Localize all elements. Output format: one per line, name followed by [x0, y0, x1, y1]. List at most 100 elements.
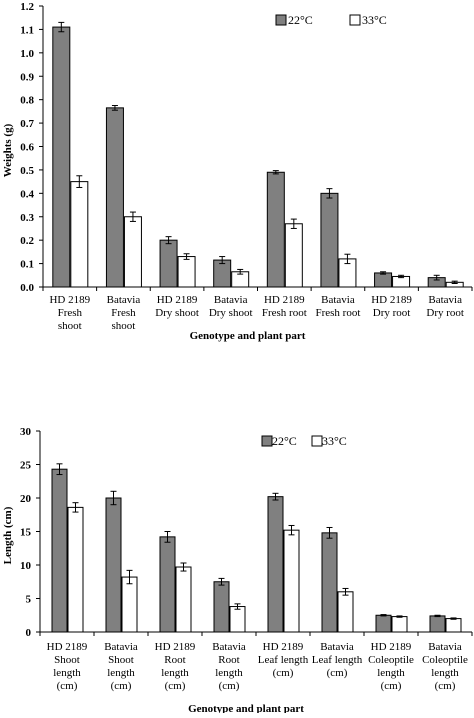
bar	[105, 497, 122, 633]
bar	[375, 614, 392, 633]
legend-label-22: 22°C	[272, 434, 297, 448]
x-category-label: Dry root	[426, 307, 464, 319]
legend-label-22: 22°C	[288, 13, 313, 27]
y-tick-label: 0.3	[20, 212, 34, 224]
x-category-label: HD 2189	[49, 294, 90, 306]
bar	[159, 239, 178, 288]
x-category-label: Batavia	[428, 641, 462, 653]
legend-label-33: 33°C	[362, 13, 387, 27]
x-category-label: (cm)	[327, 667, 348, 679]
legend-label-33: 33°C	[322, 434, 347, 448]
y-tick-label: 10	[20, 560, 32, 572]
bar	[229, 606, 246, 633]
x-category-label: Dry shoot	[209, 307, 253, 319]
x-category-label: Batavia	[212, 641, 246, 653]
y-tick-label: 0.9	[20, 71, 34, 83]
bar	[445, 618, 462, 633]
y-tick-label: 1.1	[20, 24, 34, 36]
x-category-label: (cm)	[435, 680, 456, 692]
x-category-label: HD 2189	[155, 641, 196, 653]
x-category-label: Fresh root	[315, 307, 360, 319]
y-tick-label: 0	[26, 627, 32, 639]
weights-chart: 0.0 0.1 0.2 0.3 0.4 0.5 0.6 0.7 0.8 0.9 1.0 1.1 1.2 H…	[2, 1, 473, 342]
x-category-label: Coleoptile	[368, 654, 414, 666]
x-category-label: Leaf length	[312, 654, 363, 666]
y-tick-label: 0.0	[20, 282, 34, 294]
bar	[320, 192, 339, 288]
bar	[52, 26, 71, 288]
x-category-label: length	[215, 667, 243, 679]
bar	[105, 107, 124, 288]
bar	[213, 259, 232, 288]
x-category-label: HD 2189	[371, 294, 412, 306]
bar	[177, 256, 196, 288]
y-tick-label: 25	[20, 460, 32, 472]
y-tick-label: 0.6	[20, 142, 34, 154]
x-category-label: (cm)	[273, 667, 294, 679]
y-tick-label: 0.7	[20, 118, 34, 130]
bar	[175, 566, 192, 633]
y-tick-label: 20	[20, 493, 32, 505]
bar	[374, 272, 393, 288]
bar	[266, 171, 285, 288]
bar	[51, 468, 68, 633]
y-axis-title: Weights (g)	[2, 123, 14, 177]
bar	[123, 216, 142, 288]
y-tick-label: 30	[20, 426, 32, 438]
legend-swatch-33	[349, 14, 361, 26]
x-category-label: HD 2189	[371, 641, 412, 653]
y-tick-label: 5	[26, 594, 32, 606]
y-tick-label: 1.0	[20, 48, 34, 60]
x-category-label: shoot	[58, 320, 82, 332]
x-category-label: length	[107, 667, 135, 679]
y-tick-label: 0.4	[20, 188, 34, 200]
x-category-label: Batavia	[214, 294, 248, 306]
bar	[283, 529, 300, 633]
x-category-label: (cm)	[57, 680, 78, 692]
x-category-label: Dry root	[373, 307, 411, 319]
x-category-label: (cm)	[165, 680, 186, 692]
x-category-label: HD 2189	[263, 641, 304, 653]
x-category-label: Root	[164, 654, 185, 666]
x-category-label: HD 2189	[157, 294, 198, 306]
y-tick-label: 15	[20, 527, 32, 539]
x-category-label: length	[53, 667, 81, 679]
x-axis-title: Genotype and plant part	[188, 703, 304, 713]
x-category-label: Batavia	[321, 294, 355, 306]
x-category-label: (cm)	[381, 680, 402, 692]
legend-swatch-22	[275, 14, 287, 26]
x-category-label: Batavia	[104, 641, 138, 653]
x-category-label: HD 2189	[47, 641, 88, 653]
bar	[159, 536, 176, 633]
x-category-label: (cm)	[111, 680, 132, 692]
bar	[213, 581, 230, 633]
x-category-label: Fresh root	[262, 307, 307, 319]
x-category-label: Fresh	[111, 307, 136, 319]
x-category-label: Coleoptile	[422, 654, 468, 666]
bar	[391, 616, 408, 633]
x-category-label: Fresh	[58, 307, 83, 319]
y-tick-label: 0.8	[20, 95, 34, 107]
x-category-label: length	[161, 667, 189, 679]
bar	[429, 615, 446, 633]
legend-swatch-33	[311, 435, 323, 447]
x-category-label: Batavia	[320, 641, 354, 653]
bar	[67, 506, 84, 633]
x-category-label: length	[431, 667, 459, 679]
x-category-label: shoot	[112, 320, 136, 332]
x-category-label: Root	[218, 654, 239, 666]
x-category-label: HD 2189	[264, 294, 305, 306]
bar	[284, 223, 303, 288]
legend-swatch-22	[261, 435, 273, 447]
bar	[70, 181, 89, 288]
x-category-label: Batavia	[428, 294, 462, 306]
x-category-label: length	[377, 667, 405, 679]
y-axis-title: Length (cm)	[2, 506, 14, 564]
bar	[337, 591, 354, 633]
y-tick-label: 0.1	[20, 259, 34, 271]
y-tick-label: 0.5	[20, 165, 34, 177]
x-category-label: Shoot	[108, 654, 134, 666]
